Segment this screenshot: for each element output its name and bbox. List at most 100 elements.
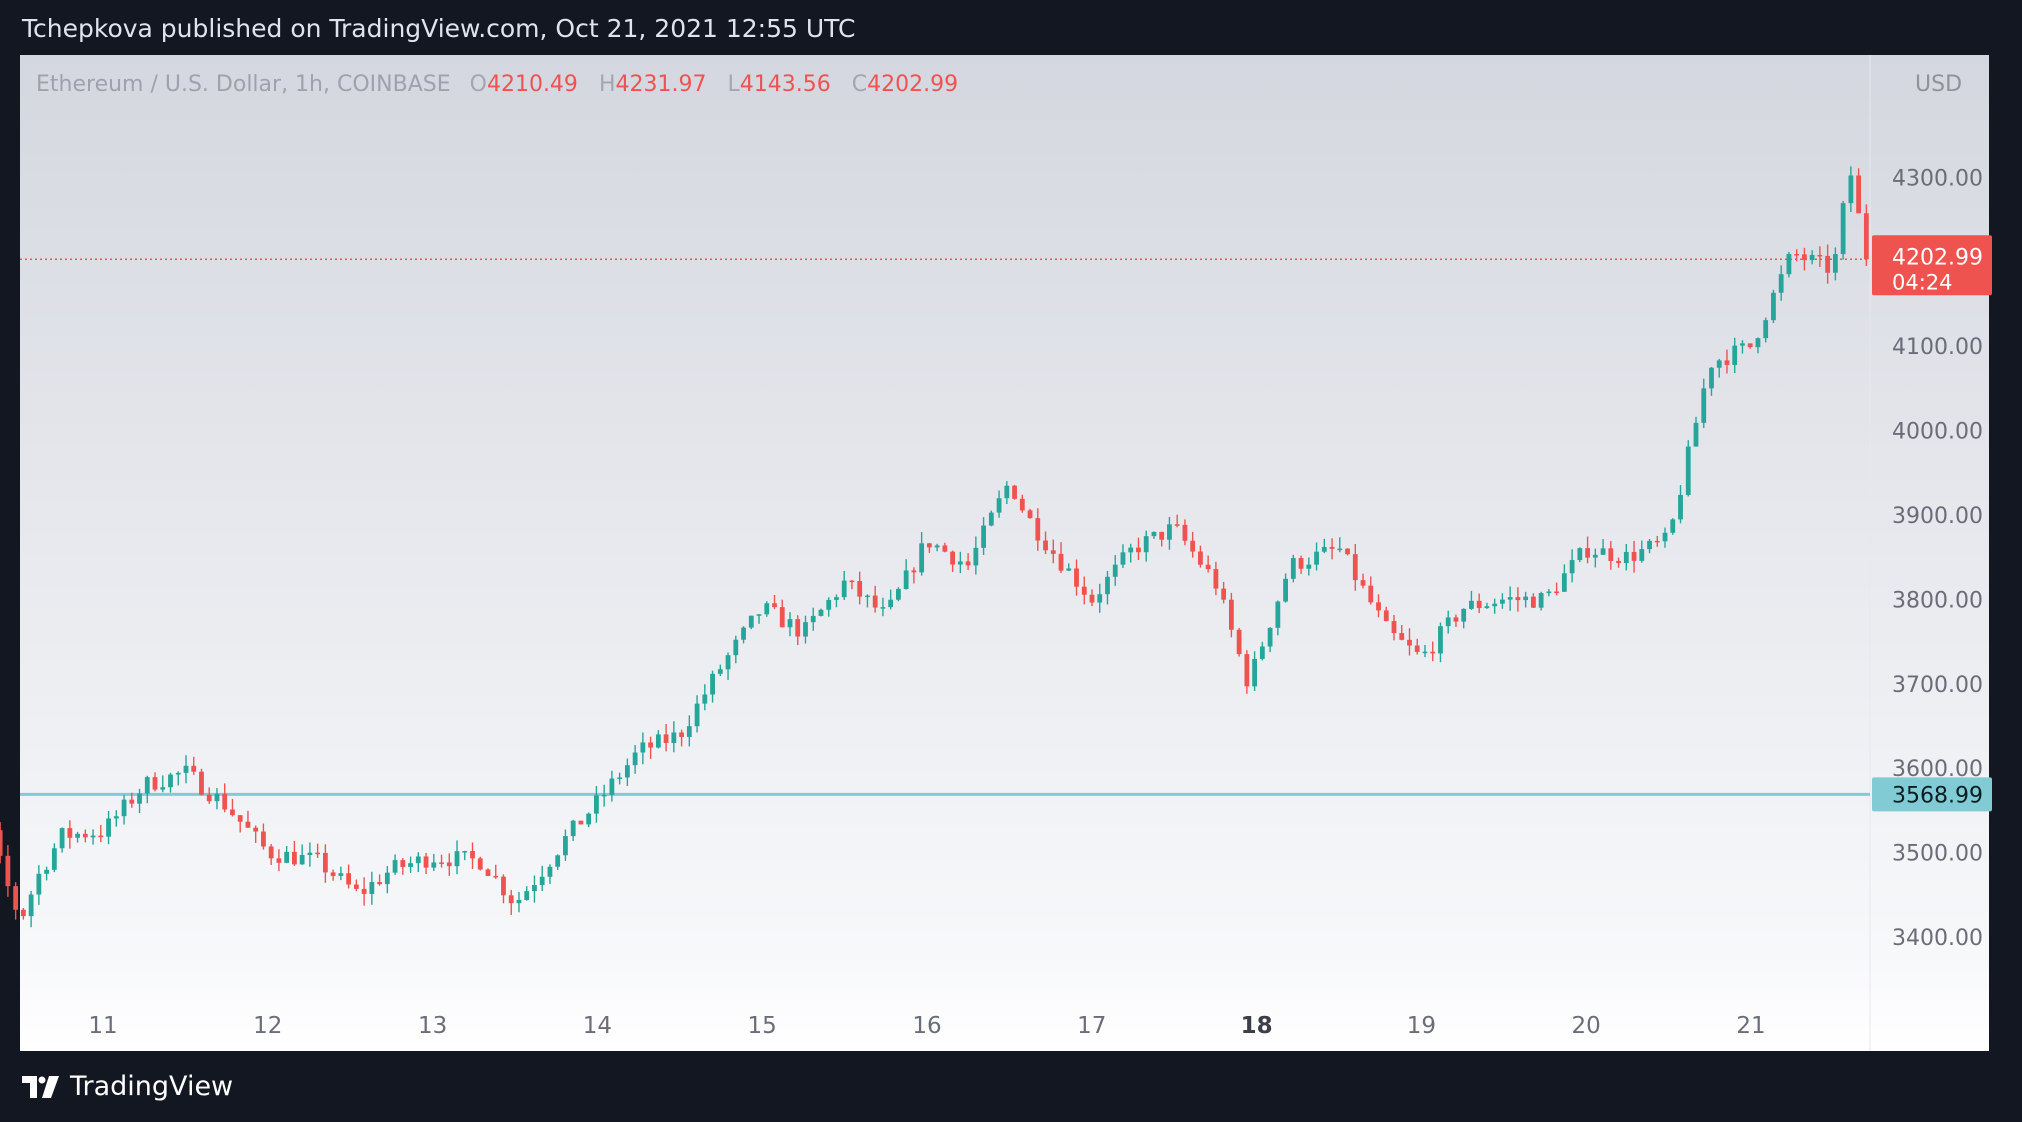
candle-body [392,860,398,873]
candle-body [1407,639,1412,646]
candle-body [671,732,677,743]
candle-body [20,909,26,917]
header-bar: Tchepkova published on TradingView.com, … [0,0,2022,55]
candle-body [640,742,646,753]
candle-body [1190,540,1196,552]
tradingview-logo[interactable]: TradingView [22,1071,233,1103]
candle-body [1252,658,1258,687]
candle-body [1639,549,1645,561]
candle-body [903,570,909,589]
candle-body [106,818,111,837]
candle-body [1554,591,1560,594]
x-tick-label: 21 [1736,1013,1765,1039]
candle-body [841,580,847,598]
candle-body [1228,599,1234,630]
candle-body [1352,554,1358,581]
candle-body [1654,540,1660,543]
tradingview-logo-icon [22,1076,59,1098]
candle-body [36,873,42,895]
candle-body [5,855,11,887]
candle-body [493,875,499,878]
x-tick-label: 18 [1241,1013,1273,1039]
candle-body [1120,552,1126,565]
candle-body [1716,360,1722,368]
candle-body [1221,588,1227,600]
x-tick-label: 19 [1407,1013,1436,1039]
y-tick-label: 4100.00 [1892,335,1983,360]
candle-body [1469,600,1474,609]
candle-body [230,809,235,816]
candle-body [539,876,545,885]
candle-body [284,851,290,863]
legend-high-label: H [598,72,616,97]
candle-body [462,851,468,853]
candle-body [1174,524,1180,526]
candle-body [75,833,80,838]
candle-body [1523,596,1529,601]
candle-body [1306,564,1312,569]
candle-body [1693,422,1699,447]
candle-body [1786,254,1792,275]
candle-body [563,836,568,856]
candle-body [1004,485,1010,499]
candle-body [1670,519,1676,533]
candle-body [996,498,1002,513]
candle-body [1724,360,1730,365]
candle-body [369,882,375,894]
candle-body [1662,532,1668,542]
candle-body [950,551,956,565]
candle-body [1817,254,1823,257]
last-price-tag [1872,235,1992,296]
candle-body [803,622,808,637]
candle-body [1244,654,1250,687]
candle-body [423,856,429,868]
candle-body [346,873,352,885]
candle-body [1802,254,1807,261]
candle-body [532,884,537,892]
candle-body [1267,627,1273,647]
candle-body [1383,610,1389,622]
candle-body [810,615,816,623]
candle-body [1275,601,1281,628]
candle-body [1105,576,1110,595]
legend-low-value: 4143.56 [739,72,831,97]
candle-body [1492,603,1498,607]
candle-body [144,777,150,794]
candle-body [1546,591,1552,594]
candle-body [152,777,158,790]
candle-body [694,703,700,727]
candle-body [1771,292,1776,321]
candle-body [1081,586,1087,595]
x-tick-label: 12 [253,1013,282,1039]
legend-close-label: C [851,72,868,97]
candle-body [880,607,886,609]
candle-body [1453,617,1459,622]
candle-body [919,543,925,573]
y-tick-label: 3400.00 [1892,926,1983,951]
candle-body [1066,568,1072,571]
candle-body [1530,596,1536,608]
y-tick-label: 3700.00 [1892,673,1983,698]
candle-body [199,771,204,795]
candle-body [1043,540,1048,551]
candle-body [384,872,390,885]
x-tick-label: 17 [1077,1013,1106,1039]
candle-body [1151,531,1157,537]
candle-body [1623,551,1629,564]
candle-body [632,752,638,766]
candle-body [1391,621,1397,634]
candle-body [245,821,251,828]
candle-body [1074,568,1079,587]
candle-body [1198,551,1203,565]
candle-body [1128,547,1134,553]
candle-body [1577,548,1583,561]
candle-body [609,778,615,795]
candle-body [353,884,359,889]
candle-body [617,777,623,779]
candle-body [1600,548,1606,555]
candle-body [826,599,832,610]
candle-body [113,816,119,819]
candle-body [1376,602,1381,611]
candle-body [1259,646,1265,659]
